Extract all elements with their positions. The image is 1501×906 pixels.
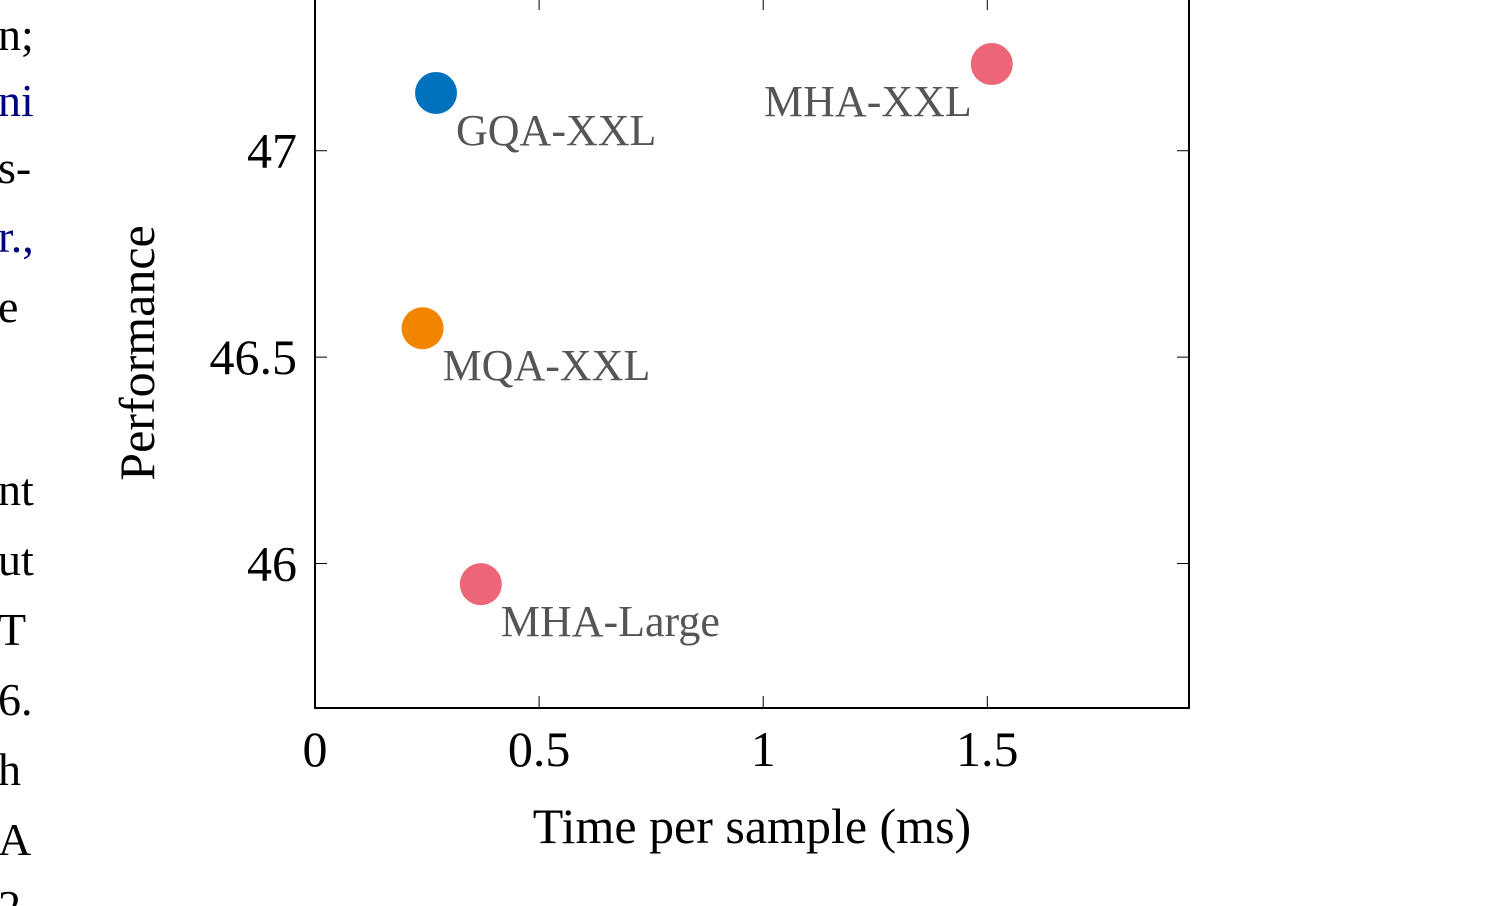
text-fragment: nt [0, 464, 34, 515]
text-fragment: 2 [0, 884, 21, 906]
x-axis: 0 0.5 1 1.5 [303, 0, 1019, 777]
data-point [415, 71, 458, 114]
data-point [401, 307, 444, 350]
axes-frame [314, 0, 1190, 709]
y-tick-label: 46 [247, 536, 297, 592]
y-tick-label: 47 [247, 123, 297, 179]
data-point [459, 563, 502, 606]
text-fragment: ut [0, 534, 34, 585]
y-axis: 46 46.5 47 [210, 123, 1189, 592]
y-axis-label: Performance [109, 225, 165, 480]
cropped-body-text: n; ni s- r., e nt ut T 6. h A 2 [0, 0, 40, 906]
text-fragment: h [0, 744, 21, 795]
data-point [970, 43, 1013, 86]
text-fragment[interactable]: r., [0, 211, 34, 262]
x-tick-label: 0 [303, 721, 328, 777]
text-fragment: n; [0, 9, 34, 60]
data-point-label: MQA-XXL [443, 341, 651, 390]
text-fragment: T [0, 604, 27, 655]
x-tick-label: 0.5 [508, 721, 571, 777]
plot-border [314, 0, 1190, 709]
y-tick-label: 46.5 [210, 329, 298, 385]
text-fragment: s- [0, 142, 32, 193]
x-axis-label: Time per sample (ms) [533, 798, 971, 854]
data-point-label: MHA-Large [501, 597, 720, 646]
data-point-label: MHA-XXL [764, 77, 972, 126]
data-points: GQA-XXL MHA-XXL MQA-XXL MHA-Large [401, 43, 1013, 646]
data-point-label: GQA-XXL [456, 106, 656, 155]
text-fragment: e [0, 281, 19, 332]
text-fragment[interactable]: ni [0, 75, 34, 126]
x-tick-label: 1.5 [956, 721, 1019, 777]
text-fragment: A [0, 814, 32, 865]
text-fragment: 6. [0, 674, 33, 725]
x-tick-label: 1 [751, 721, 776, 777]
